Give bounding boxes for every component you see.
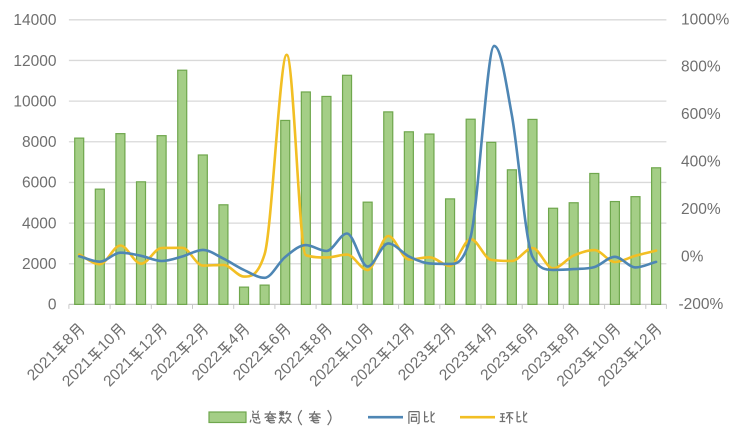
svg-text:12000: 12000 [13,53,56,70]
svg-text:14000: 14000 [13,12,56,29]
svg-text:0%: 0% [681,249,704,266]
svg-text:4000: 4000 [22,215,57,232]
svg-text:0: 0 [48,297,57,314]
svg-text:200%: 200% [681,201,721,218]
svg-text:10000: 10000 [13,93,56,110]
svg-text:-200%: -200% [679,296,724,313]
svg-text:6000: 6000 [22,175,57,192]
svg-text:400%: 400% [681,154,721,171]
svg-text:2000: 2000 [22,256,57,273]
svg-text:800%: 800% [681,59,721,76]
svg-text:600%: 600% [681,106,721,123]
svg-text:1000%: 1000% [681,11,729,28]
svg-text:8000: 8000 [22,134,57,151]
